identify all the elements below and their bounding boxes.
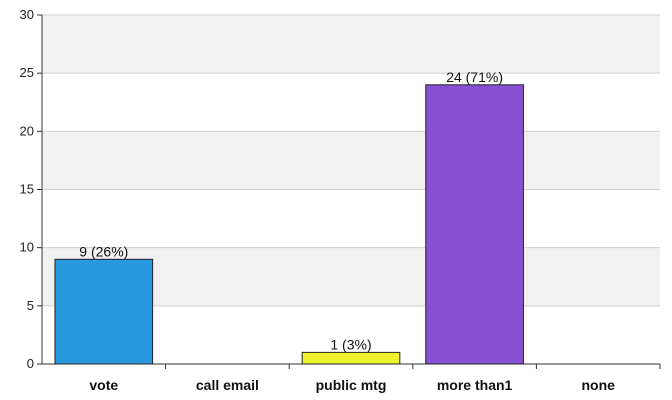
y-tick-label: 0 [27,356,34,371]
bar-more-than1 [425,84,524,365]
data-label: 1 (3%) [330,336,371,352]
y-tick-label: 10 [20,240,34,255]
background-band [42,189,660,248]
x-tick-label: vote [89,377,118,393]
y-tick-label: 20 [20,123,34,138]
y-tick-label: 5 [27,298,34,313]
bar-public-mtg [301,351,401,365]
x-tick-label: call email [196,377,259,393]
data-label: 9 (26%) [79,243,128,259]
bar-vote [54,258,154,365]
y-tick-label: 25 [20,65,34,80]
x-tick-label: none [581,377,615,393]
x-tick-label: more than1 [437,377,513,393]
background-band [42,73,660,132]
y-tick-label: 15 [20,182,34,197]
data-label: 24 (71%) [446,69,503,85]
y-tick-label: 30 [20,7,34,22]
background-band [42,131,660,190]
background-band [42,15,660,74]
x-tick-label: public mtg [316,377,387,393]
